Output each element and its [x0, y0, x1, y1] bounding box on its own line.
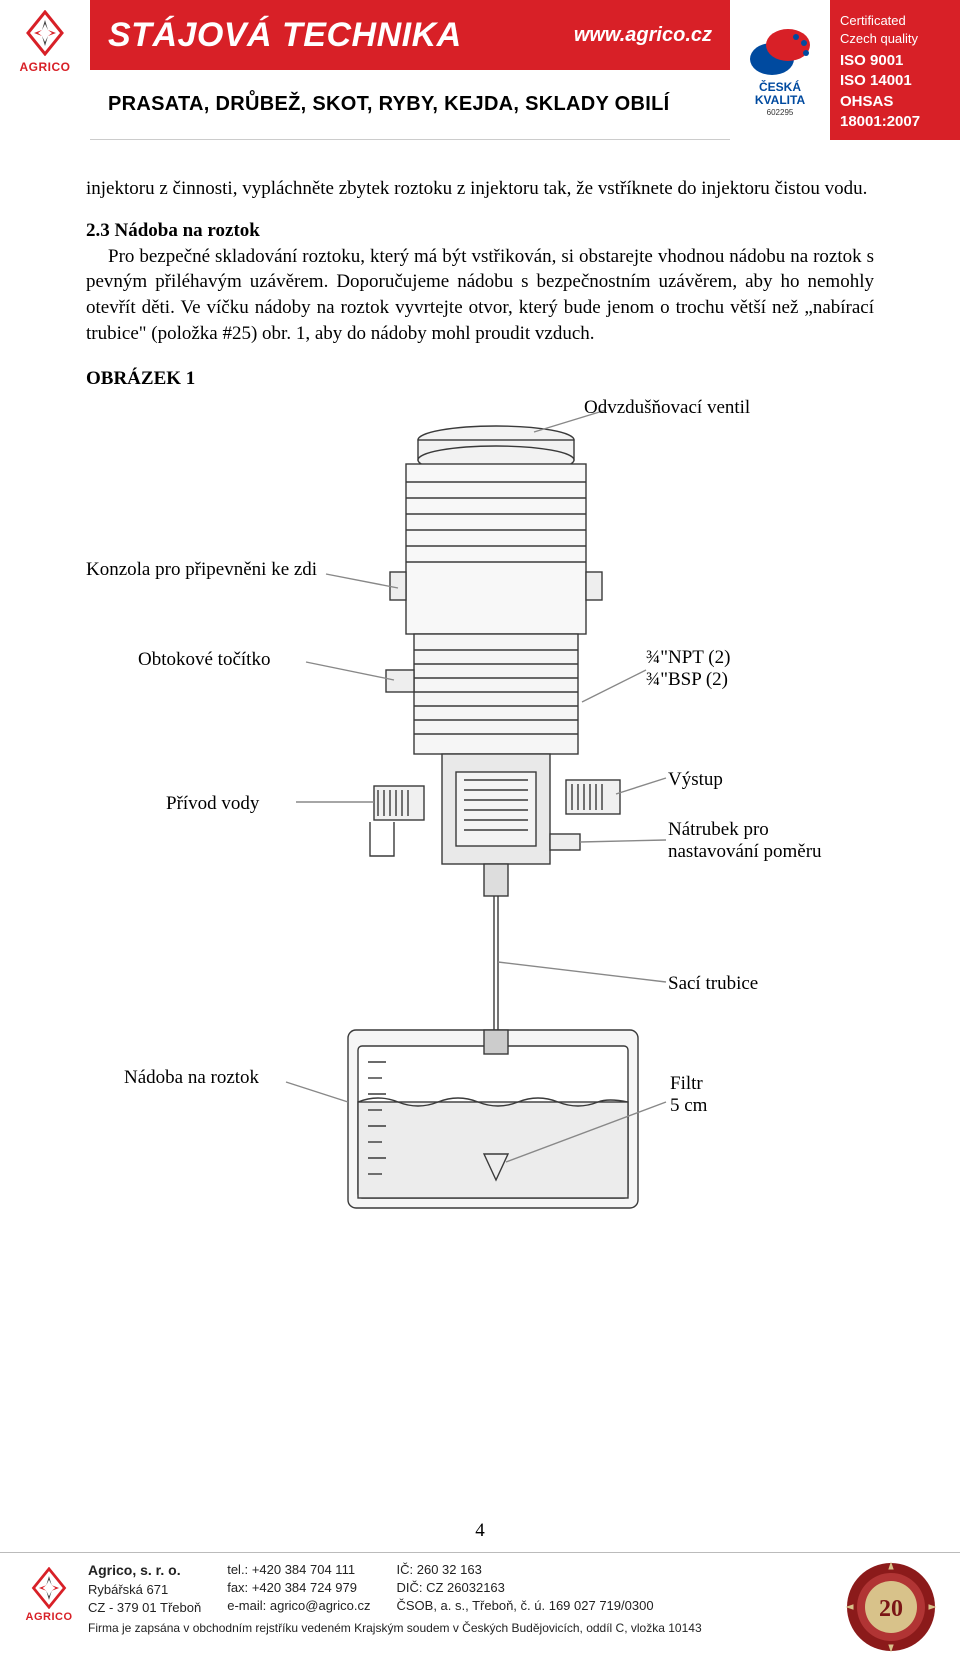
banner-white-strip: PRASATA, DRŮBEŽ, SKOT, RYBY, KEJDA, SKLA… [90, 70, 730, 140]
logo-text: AGRICO [20, 60, 71, 74]
figure-heading: OBRÁZEK 1 [86, 368, 874, 390]
certification-badge: Certificated Czech quality ISO 9001 ISO … [830, 0, 960, 140]
email-value: agrico@agrico.cz [270, 1598, 371, 1613]
label-inlet: Přívod vody [166, 792, 259, 816]
intro-paragraph: injektoru z činnosti, vypláchněte zbytek… [86, 176, 874, 202]
tel-label: tel.: [227, 1562, 248, 1577]
anniversary-seal: 20 [832, 1561, 950, 1653]
label-npt: ¾"NPT (2) [646, 646, 730, 670]
label-filter: Filtr [670, 1072, 703, 1096]
label-vent: Odvzdušňovací ventil [584, 396, 750, 420]
agrico-logo-icon [22, 10, 68, 56]
figure-1: Odvzdušňovací ventil Konzola pro připevn… [86, 402, 874, 1262]
ic-value: 260 32 163 [417, 1562, 482, 1577]
section-heading: 2.3 Nádoba na roztok [86, 220, 874, 242]
kvalita-icon [744, 23, 816, 79]
page-number: 4 [0, 1520, 960, 1542]
label-suction: Sací trubice [668, 972, 758, 996]
ic-label: IČ: [396, 1562, 413, 1577]
fax-value: +420 384 724 979 [252, 1580, 357, 1595]
label-bracket: Konzola pro připevněni ke zdi [86, 558, 317, 582]
email-label: e-mail: [227, 1598, 266, 1613]
footer-columns: Agrico, s. r. o. Rybářská 671 CZ - 379 0… [88, 1561, 832, 1635]
ceska-kvalita-badge: ČESKÁ KVALITA 602295 [730, 0, 830, 140]
cert-iso-9001: ISO 9001 [840, 51, 950, 71]
address-line-2: CZ - 379 01 Třeboň [88, 1599, 201, 1617]
page-content: injektoru z činnosti, vypláchněte zbytek… [0, 140, 960, 1282]
company-name: Agrico, s. r. o. [88, 1561, 201, 1581]
cert-iso-14001: ISO 14001 [840, 71, 950, 91]
dic-label: DIČ: [396, 1580, 422, 1595]
logo: AGRICO [0, 0, 90, 140]
banner-mid: STÁJOVÁ TECHNIKA www.agrico.cz PRASATA, … [90, 0, 730, 140]
tel-value: +420 384 704 111 [252, 1562, 355, 1577]
label-outlet: Výstup [668, 768, 723, 792]
cert-ohsas-year: 18001:2007 [840, 112, 950, 132]
banner-subtitle: PRASATA, DRŮBEŽ, SKOT, RYBY, KEJDA, SKLA… [108, 93, 670, 116]
cert-line-2: Czech quality [840, 30, 950, 48]
address-line-1: Rybářská 671 [88, 1581, 201, 1599]
cert-ohsas: OHSAS [840, 92, 950, 112]
dic-value: CZ 26032163 [426, 1580, 505, 1595]
label-bypass: Obtokové točítko [138, 648, 270, 672]
fax-label: fax: [227, 1580, 248, 1595]
banner-title: STÁJOVÁ TECHNIKA [108, 16, 462, 55]
footer-logo-text: AGRICO [26, 1611, 73, 1623]
label-ratio-2: nastavování poměru [668, 840, 822, 864]
banner-red-strip: STÁJOVÁ TECHNIKA www.agrico.cz [90, 0, 730, 70]
label-ratio-1: Nátrubek pro [668, 818, 769, 842]
svg-text:20: 20 [879, 1596, 903, 1622]
kvalita-label-2: KVALITA [755, 93, 805, 107]
banner-url: www.agrico.cz [574, 24, 712, 47]
footer-logo: AGRICO [10, 1561, 88, 1623]
label-filter-dim: 5 cm [670, 1094, 707, 1118]
seal-icon: 20 [845, 1561, 937, 1653]
footer: AGRICO Agrico, s. r. o. Rybářská 671 CZ … [0, 1552, 960, 1670]
footer-col-registration: IČ: 260 32 163 DIČ: CZ 26032163 ČSOB, a.… [396, 1561, 653, 1617]
cert-line-1: Certificated [840, 12, 950, 30]
label-bsp: ¾"BSP (2) [646, 668, 728, 692]
label-tank: Nádoba na roztok [124, 1066, 259, 1090]
kvalita-number: 602295 [767, 108, 794, 117]
kvalita-label: ČESKÁ KVALITA [755, 81, 805, 106]
footer-fine-print: Firma je zapsána v obchodním rejstříku v… [88, 1621, 832, 1635]
footer-col-contact: tel.: +420 384 704 111 fax: +420 384 724… [227, 1561, 370, 1617]
main-paragraph: Pro bezpečné skladování roztoku, který m… [86, 244, 874, 347]
footer-col-address: Agrico, s. r. o. Rybářská 671 CZ - 379 0… [88, 1561, 201, 1617]
header-banner: AGRICO STÁJOVÁ TECHNIKA www.agrico.cz PR… [0, 0, 960, 140]
agrico-logo-icon [28, 1567, 70, 1609]
bank-value: 169 027 719/0300 [549, 1598, 654, 1613]
bank-label: ČSOB, a. s., Třeboň, č. ú. [396, 1598, 545, 1613]
